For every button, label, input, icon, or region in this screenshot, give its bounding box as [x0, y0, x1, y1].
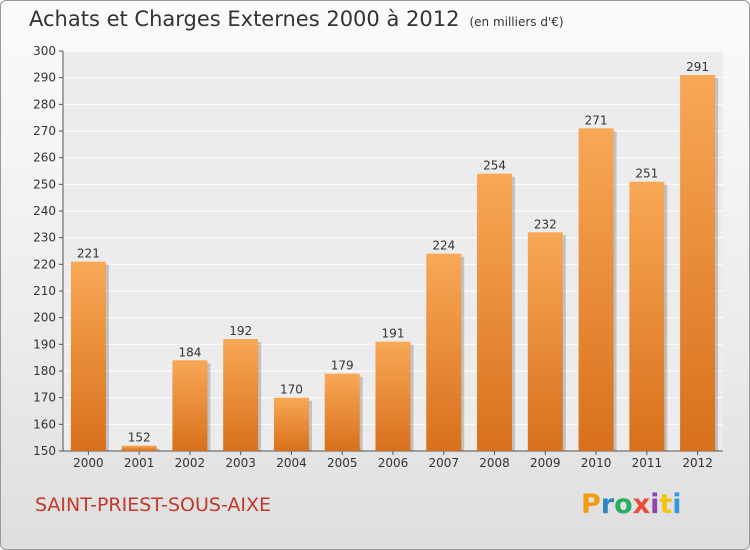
- y-tick-label: 160: [33, 417, 56, 431]
- chart-unit: (en milliers d'€): [469, 15, 564, 29]
- data-label: 251: [635, 167, 658, 181]
- data-label: 192: [229, 324, 252, 338]
- logo-letter: r: [600, 489, 615, 520]
- logo-letter: i: [672, 489, 682, 520]
- data-label: 232: [534, 217, 557, 231]
- data-label: 170: [280, 383, 303, 397]
- data-label: 254: [483, 159, 506, 173]
- x-tick-label: 2002: [175, 456, 206, 470]
- x-tick-label: 2006: [378, 456, 409, 470]
- data-label: 191: [382, 327, 405, 341]
- bar-2010: [578, 128, 614, 451]
- data-label: 221: [77, 247, 100, 261]
- y-tick-label: 270: [33, 124, 56, 138]
- y-tick-label: 170: [33, 391, 56, 405]
- x-tick-label: 2010: [581, 456, 612, 470]
- bar-2011: [629, 181, 665, 451]
- data-label: 224: [432, 239, 455, 253]
- data-label: 179: [331, 359, 354, 373]
- commune-name: SAINT-PRIEST-SOUS-AIXE: [35, 494, 272, 516]
- y-tick-label: 230: [33, 231, 56, 245]
- y-tick-label: 240: [33, 204, 56, 218]
- y-tick-label: 200: [33, 311, 56, 325]
- x-tick-label: 2007: [428, 456, 459, 470]
- y-tick-label: 280: [33, 97, 56, 111]
- y-tick-label: 250: [33, 177, 56, 191]
- logo-letter: x: [632, 489, 651, 520]
- y-tick-label: 260: [33, 151, 56, 165]
- bar-2012: [680, 75, 716, 451]
- bar-2007: [426, 253, 462, 451]
- x-tick-label: 2000: [73, 456, 104, 470]
- x-tick-label: 2003: [225, 456, 256, 470]
- chart-title: Achats et Charges Externes 2000 à 2012 (e…: [29, 7, 564, 31]
- logo-letter: o: [614, 489, 633, 520]
- bar-2008: [477, 173, 513, 451]
- logo-letter: P: [581, 489, 601, 520]
- data-label: 184: [178, 345, 201, 359]
- y-tick-label: 290: [33, 71, 56, 85]
- x-tick-label: 2012: [682, 456, 713, 470]
- x-tick-label: 2008: [479, 456, 510, 470]
- bar-2009: [527, 232, 563, 451]
- logo-letter: t: [659, 489, 673, 520]
- bar-2006: [375, 341, 411, 451]
- bar-2005: [324, 373, 360, 451]
- x-tick-label: 2011: [632, 456, 663, 470]
- bar-2003: [223, 339, 259, 451]
- x-tick-label: 2001: [124, 456, 155, 470]
- x-tick-label: 2004: [276, 456, 307, 470]
- y-tick-label: 190: [33, 337, 56, 351]
- y-tick-label: 300: [33, 44, 56, 58]
- x-tick-label: 2009: [530, 456, 561, 470]
- x-tick-label: 2005: [327, 456, 358, 470]
- logo-letter: i: [650, 489, 660, 520]
- bar-2002: [172, 360, 208, 451]
- chart-title-text: Achats et Charges Externes 2000 à 2012: [29, 7, 460, 31]
- bar-2001: [121, 445, 157, 451]
- data-label: 291: [686, 60, 709, 74]
- bar-2004: [273, 397, 309, 451]
- y-tick-label: 150: [33, 444, 56, 458]
- y-tick-label: 180: [33, 364, 56, 378]
- bar-2000: [70, 261, 106, 451]
- data-label: 271: [585, 113, 608, 127]
- y-tick-label: 220: [33, 257, 56, 271]
- proxiti-logo[interactable]: Proxiti: [581, 489, 682, 520]
- data-label: 152: [128, 431, 151, 445]
- y-tick-label: 210: [33, 284, 56, 298]
